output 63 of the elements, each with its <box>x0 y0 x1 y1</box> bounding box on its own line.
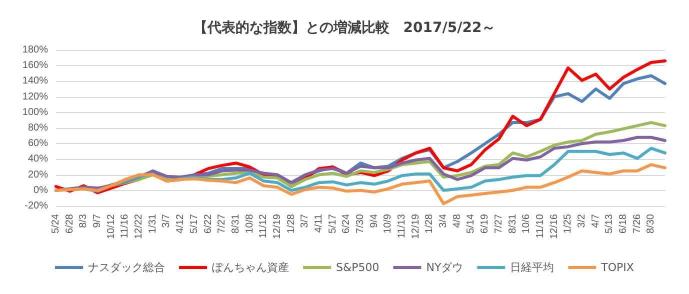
x-tick-label: 6/18 <box>618 214 629 234</box>
x-tick-label: 5/14 <box>466 214 477 234</box>
x-tick-label: 10/9 <box>382 214 394 234</box>
x-tick-label: 12/22 <box>134 214 145 240</box>
x-tick-label: 11/13 <box>396 214 408 238</box>
legend-label: TOPIX <box>600 261 634 274</box>
x-tick-label: 12/19 <box>272 214 283 240</box>
chart-title: 【代表的な指数】との増減比較 2017/5/22～ <box>193 19 496 36</box>
x-tick-label: 12/19 <box>410 214 422 240</box>
y-tick-label: 20% <box>28 169 48 180</box>
x-tick-label: 1/31 <box>147 214 158 234</box>
legend-label: ぽんちゃん資産 <box>212 261 290 274</box>
x-tick-label: 5/17 <box>188 214 200 234</box>
x-tick-label: 4/12 <box>175 214 186 234</box>
x-tick-label: 10/6 <box>521 214 532 234</box>
x-tick-label: 4/11 <box>313 214 324 233</box>
y-tick-label: 180% <box>22 44 48 56</box>
y-tick-label: -20% <box>24 200 48 212</box>
x-tick-label: 7/27 <box>493 214 504 234</box>
x-tick-label: 6/24 <box>341 214 352 234</box>
legend-label: S&P500 <box>336 261 380 274</box>
x-tick-label: 3/4 <box>438 214 450 228</box>
y-tick-label: 40% <box>28 154 48 165</box>
legend-label: 日経平均 <box>510 261 554 274</box>
y-tick-label: 60% <box>28 138 48 150</box>
x-tick-label: 5/17 <box>327 214 338 234</box>
x-tick-label: 4/8 <box>452 214 463 228</box>
line-series <box>54 163 666 206</box>
x-tick-label: 11/12 <box>258 214 270 238</box>
y-tick-label: 160% <box>22 60 48 72</box>
x-tick-label: 6/19 <box>480 214 491 234</box>
x-tick-label: 8/31 <box>507 214 518 234</box>
x-tick-label: 6/22 <box>202 214 214 234</box>
y-tick-label: 120% <box>22 91 48 102</box>
x-tick-label: 3/7 <box>300 214 311 228</box>
x-tick-label: 8/3 <box>78 214 90 228</box>
x-tick-label: 1/25 <box>562 214 574 234</box>
legend-label: NYダウ <box>426 261 464 274</box>
x-tick-label: 1/28 <box>286 214 297 234</box>
x-tick-label: 3/2 <box>576 214 588 228</box>
x-tick-label: 11/10 <box>534 214 546 238</box>
x-tick-label: 10/8 <box>244 214 256 234</box>
x-tick-label: 8/30 <box>646 214 657 234</box>
legend-label: ナスダック総合 <box>88 261 166 274</box>
x-tick-label: 5/13 <box>604 214 616 234</box>
x-tick-label: 9/4 <box>368 214 380 228</box>
x-tick-label: 9/7 <box>92 214 104 228</box>
x-tick-label: 3/7 <box>161 214 172 228</box>
x-tick-label: 4/7 <box>590 214 602 228</box>
y-tick-label: 0% <box>34 184 48 196</box>
x-tick-label: 5/24 <box>50 214 62 234</box>
x-tick-label: 6/28 <box>64 214 76 234</box>
x-tick-label: 10/12 <box>106 214 117 240</box>
y-tick-label: 140% <box>22 76 48 87</box>
y-tick-label: 100% <box>22 106 48 118</box>
x-tick-label: 7/27 <box>216 214 228 234</box>
x-tick-label: 12/16 <box>548 214 560 240</box>
x-tick-label: 1/28 <box>424 214 436 234</box>
x-tick-label: 7/26 <box>632 214 643 234</box>
x-tick-label: 11/16 <box>120 214 131 238</box>
y-tick-label: 80% <box>28 122 48 134</box>
x-tick-label: 8/31 <box>230 214 242 234</box>
x-tick-label: 7/30 <box>355 214 366 234</box>
